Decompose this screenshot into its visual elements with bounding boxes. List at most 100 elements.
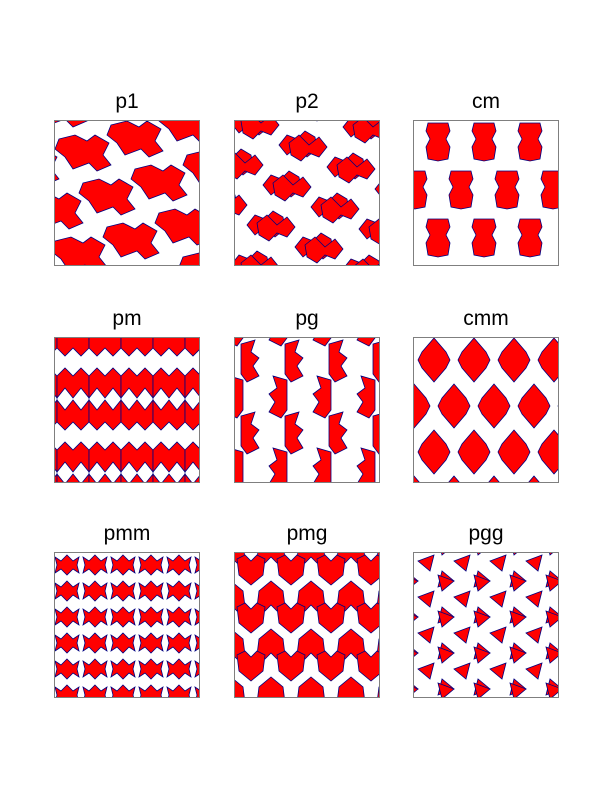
tile-motif-pm	[184, 398, 199, 431]
pattern-cell-pm: pm	[54, 305, 200, 495]
tile-motif-pg	[372, 341, 379, 383]
tile-motif-pm	[184, 367, 199, 400]
tile-motif-pmg	[276, 650, 306, 682]
tile-motif-cmm	[528, 475, 540, 482]
pattern-tiling-pgg	[414, 553, 558, 697]
tile-motif-pmg	[276, 602, 306, 634]
pattern-cell-p2: p2	[234, 88, 380, 278]
tile-motif-p1	[78, 178, 136, 216]
pattern-panel	[234, 552, 380, 698]
tile-motif-pm	[152, 398, 186, 431]
tile-motif-pmm	[82, 606, 108, 628]
tile-motif-pmg	[316, 602, 346, 634]
tile-motif-pmm	[82, 580, 108, 602]
tile-motif-pg	[268, 338, 288, 347]
tile-motif-pg	[356, 375, 376, 419]
tile-motif-pmg	[297, 676, 325, 697]
tile-motif-pgg	[473, 610, 491, 628]
tile-motif-pgg	[525, 590, 543, 608]
tile-motif-pm	[152, 367, 186, 400]
tile-motif-pm	[88, 441, 122, 474]
tile-motif-p2	[235, 152, 264, 180]
tile-motif-pmg	[377, 686, 379, 697]
tile-motif-pmg	[356, 554, 379, 586]
pattern-tiling-pm	[55, 338, 199, 482]
pattern-panel	[234, 120, 380, 266]
tile-motif-cmm	[457, 338, 491, 383]
tile-motif-p2	[235, 194, 248, 216]
tile-motif-cmm	[497, 338, 531, 383]
tile-motif-pmg	[356, 650, 379, 682]
tile-motif-pmm	[166, 684, 192, 697]
pattern-cell-cm: cm	[413, 88, 559, 278]
pattern-title: cmm	[463, 307, 509, 330]
tile-motif-pmm	[166, 554, 192, 576]
pattern-title: pgg	[468, 522, 504, 545]
tile-motif-pgg	[473, 646, 491, 664]
tile-motif-pgg	[417, 662, 435, 680]
tile-motif-pm	[184, 441, 199, 474]
tile-motif-pm	[184, 338, 199, 357]
tile-motif-pg	[356, 447, 376, 482]
pattern-cell-p1: p1	[54, 88, 200, 278]
tile-motif-pmm	[166, 580, 192, 602]
tile-motif-pgg	[525, 554, 543, 572]
pattern-panel	[413, 337, 559, 483]
tile-motif-pgg	[437, 682, 455, 697]
pattern-cell-pgg: pgg	[413, 520, 559, 710]
tile-motif-pgg	[509, 610, 527, 628]
tile-motif-pgg	[473, 682, 491, 697]
tile-motif-pmm	[110, 580, 136, 602]
tile-motif-pg	[235, 449, 244, 482]
tile-motif-p2	[240, 254, 278, 265]
tile-motif-pgg	[414, 553, 418, 555]
tile-motif-cm	[425, 122, 451, 162]
tile-motif-cmm	[477, 383, 511, 429]
pattern-title: p1	[115, 90, 139, 113]
tile-motif-pg	[240, 411, 260, 455]
tile-motif-pmg	[337, 676, 365, 697]
tile-motif-pm	[152, 338, 186, 357]
tile-motif-pg	[240, 339, 260, 383]
tile-motif-p2	[354, 258, 379, 265]
tile-motif-pgg	[453, 662, 471, 680]
tile-motif-cmm	[414, 383, 431, 429]
tile-motif-pm	[88, 398, 122, 431]
tile-motif-pgg	[545, 682, 558, 697]
pattern-tiling-p2	[235, 121, 379, 265]
tile-motif-cmm	[414, 475, 420, 482]
tile-motif-pmm	[138, 684, 164, 697]
tile-motif-pmm	[166, 632, 192, 654]
tile-motif-pmm	[55, 658, 80, 680]
tile-motif-pmm	[82, 554, 108, 576]
tile-motif-pg	[372, 413, 379, 455]
tile-motif-pmg	[236, 650, 266, 682]
tile-motif-pmm	[55, 554, 80, 576]
tile-motif-pg	[235, 377, 244, 419]
tile-motif-pm	[120, 367, 154, 400]
tile-motif-pgg	[414, 685, 419, 691]
tile-motif-cmm	[497, 429, 531, 475]
tile-motif-p2	[320, 196, 360, 224]
pattern-cell-pmg: pmg	[234, 520, 380, 710]
tile-motif-pm	[55, 472, 58, 482]
pattern-tiling-pmm	[55, 554, 199, 697]
tile-motif-p1	[102, 222, 160, 260]
tile-motif-pmm	[82, 684, 108, 697]
tile-motif-p1	[154, 208, 199, 246]
tile-motif-p1	[55, 121, 88, 128]
tile-motif-pm	[152, 441, 186, 474]
tile-motif-pg	[328, 339, 348, 383]
pattern-tiling-pmg	[235, 553, 379, 697]
tile-motif-pgg	[489, 590, 507, 608]
tile-motif-pg	[328, 411, 348, 455]
pattern-title: cm	[472, 90, 500, 113]
tile-motif-pgg	[489, 662, 507, 680]
tile-motif-pm	[56, 441, 90, 474]
tile-motif-pm	[88, 472, 122, 482]
pattern-tiling-pg	[235, 338, 379, 482]
tile-motif-pgg	[437, 574, 455, 592]
tile-motif-cmm	[417, 338, 451, 383]
tile-motif-pgg	[414, 651, 419, 657]
